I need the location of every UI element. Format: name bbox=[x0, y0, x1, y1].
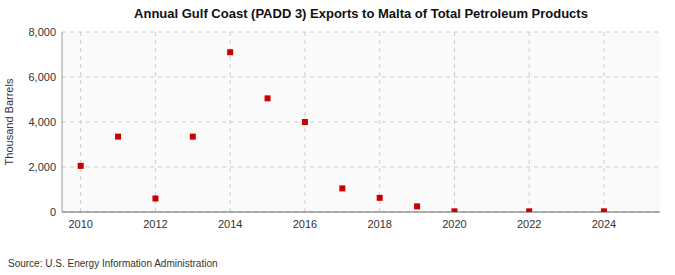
y-axis-label: Thousand Barrels bbox=[3, 78, 15, 165]
x-tick-label: 2018 bbox=[367, 218, 391, 230]
x-tick-label: 2012 bbox=[143, 218, 167, 230]
data-point bbox=[414, 203, 420, 209]
chart-title: Annual Gulf Coast (PADD 3) Exports to Ma… bbox=[134, 6, 588, 21]
x-grid-line bbox=[155, 32, 156, 212]
y-grid-line bbox=[62, 167, 660, 168]
x-grid-line bbox=[529, 32, 530, 212]
data-point bbox=[526, 208, 532, 212]
x-tick-label: 2022 bbox=[517, 218, 541, 230]
data-point bbox=[190, 134, 196, 140]
y-tick-label: 0 bbox=[50, 206, 56, 218]
x-grid-line bbox=[454, 32, 455, 212]
source-note: Source: U.S. Energy Information Administ… bbox=[8, 258, 218, 269]
data-point bbox=[302, 119, 308, 125]
plot-area bbox=[62, 32, 660, 212]
y-grid-line bbox=[62, 122, 660, 123]
x-grid-line bbox=[80, 32, 81, 212]
y-axis-line bbox=[62, 32, 63, 212]
data-point bbox=[601, 208, 607, 212]
data-point bbox=[451, 208, 457, 212]
chart-container: 0 2,000 4,000 6,000 8,000 2010 2012 2014 2016 201… bbox=[0, 0, 675, 275]
y-tick-label: 6,000 bbox=[28, 71, 56, 83]
x-tick-label: 2014 bbox=[218, 218, 242, 230]
x-grid-line bbox=[379, 32, 380, 212]
y-grid-line bbox=[62, 212, 660, 213]
y-grid-line bbox=[62, 32, 660, 33]
x-tick-label: 2020 bbox=[442, 218, 466, 230]
y-tick-label: 2,000 bbox=[28, 161, 56, 173]
y-grid-line bbox=[62, 77, 660, 78]
data-point bbox=[377, 195, 383, 201]
x-axis-line bbox=[62, 212, 660, 213]
data-point bbox=[339, 185, 345, 191]
x-tick-label: 2024 bbox=[592, 218, 616, 230]
y-tick-label: 8,000 bbox=[28, 26, 56, 38]
axes: 0 2,000 4,000 6,000 8,000 2010 2012 2014 2016 201… bbox=[28, 26, 660, 230]
data-point bbox=[78, 163, 84, 169]
x-grid-line bbox=[603, 32, 604, 212]
y-tick-label: 4,000 bbox=[28, 116, 56, 128]
markers bbox=[78, 49, 607, 212]
data-point bbox=[115, 134, 121, 140]
grid bbox=[62, 32, 660, 212]
x-tick-label: 2016 bbox=[293, 218, 317, 230]
chart-svg: 0 2,000 4,000 6,000 8,000 2010 2012 2014 2016 201… bbox=[0, 0, 675, 275]
data-point bbox=[265, 95, 271, 101]
data-point bbox=[152, 196, 158, 202]
x-grid-line bbox=[230, 32, 231, 212]
x-tick-label: 2010 bbox=[68, 218, 92, 230]
data-point bbox=[227, 49, 233, 55]
